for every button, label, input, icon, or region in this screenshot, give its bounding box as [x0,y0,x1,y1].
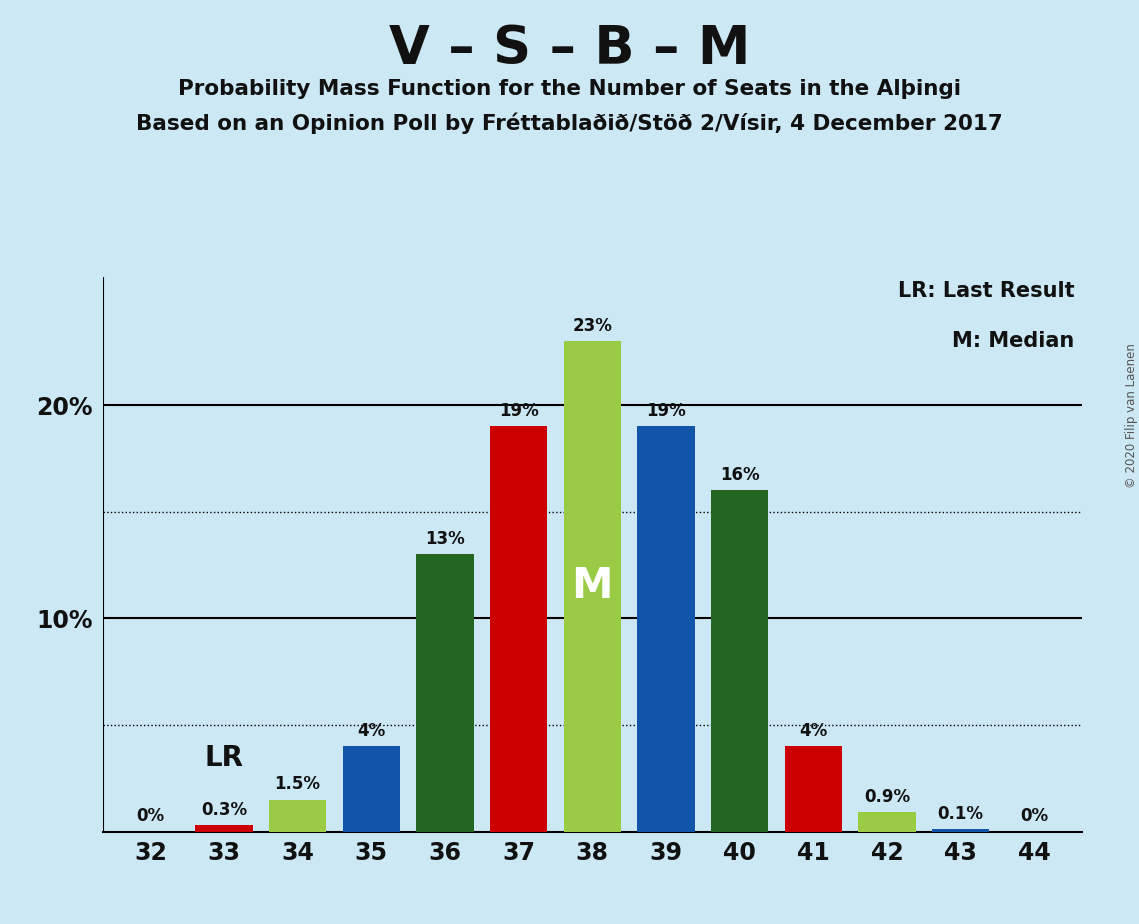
Bar [711,491,769,832]
Text: 0.3%: 0.3% [200,801,247,819]
Text: 19%: 19% [499,402,539,420]
Bar [564,341,621,832]
Text: 13%: 13% [425,530,465,548]
Text: 0.1%: 0.1% [937,805,984,823]
Text: 0.9%: 0.9% [863,788,910,806]
Text: 0%: 0% [1021,808,1048,825]
Text: Probability Mass Function for the Number of Seats in the Alþingi: Probability Mass Function for the Number… [178,79,961,99]
Text: M: M [572,565,613,607]
Text: V – S – B – M: V – S – B – M [388,23,751,75]
Text: LR: LR [205,744,244,772]
Text: 23%: 23% [572,317,613,334]
Text: 1.5%: 1.5% [274,775,321,793]
Bar [858,812,916,832]
Text: 4%: 4% [800,722,827,740]
Text: © 2020 Filip van Laenen: © 2020 Filip van Laenen [1124,344,1138,488]
Bar [785,747,842,832]
Bar [490,427,548,832]
Text: 4%: 4% [358,722,385,740]
Text: 16%: 16% [720,466,760,484]
Text: M: Median: M: Median [952,331,1075,350]
Bar [932,830,990,832]
Bar [416,554,474,832]
Text: 0%: 0% [137,808,164,825]
Bar [637,427,695,832]
Text: 19%: 19% [646,402,686,420]
Text: Based on an Opinion Poll by Fréttablaðið/Stöð 2/Vísir, 4 December 2017: Based on an Opinion Poll by Fréttablaðið… [137,113,1002,134]
Bar [269,799,327,832]
Bar [195,825,253,832]
Text: LR: Last Result: LR: Last Result [898,282,1075,301]
Bar [343,747,400,832]
